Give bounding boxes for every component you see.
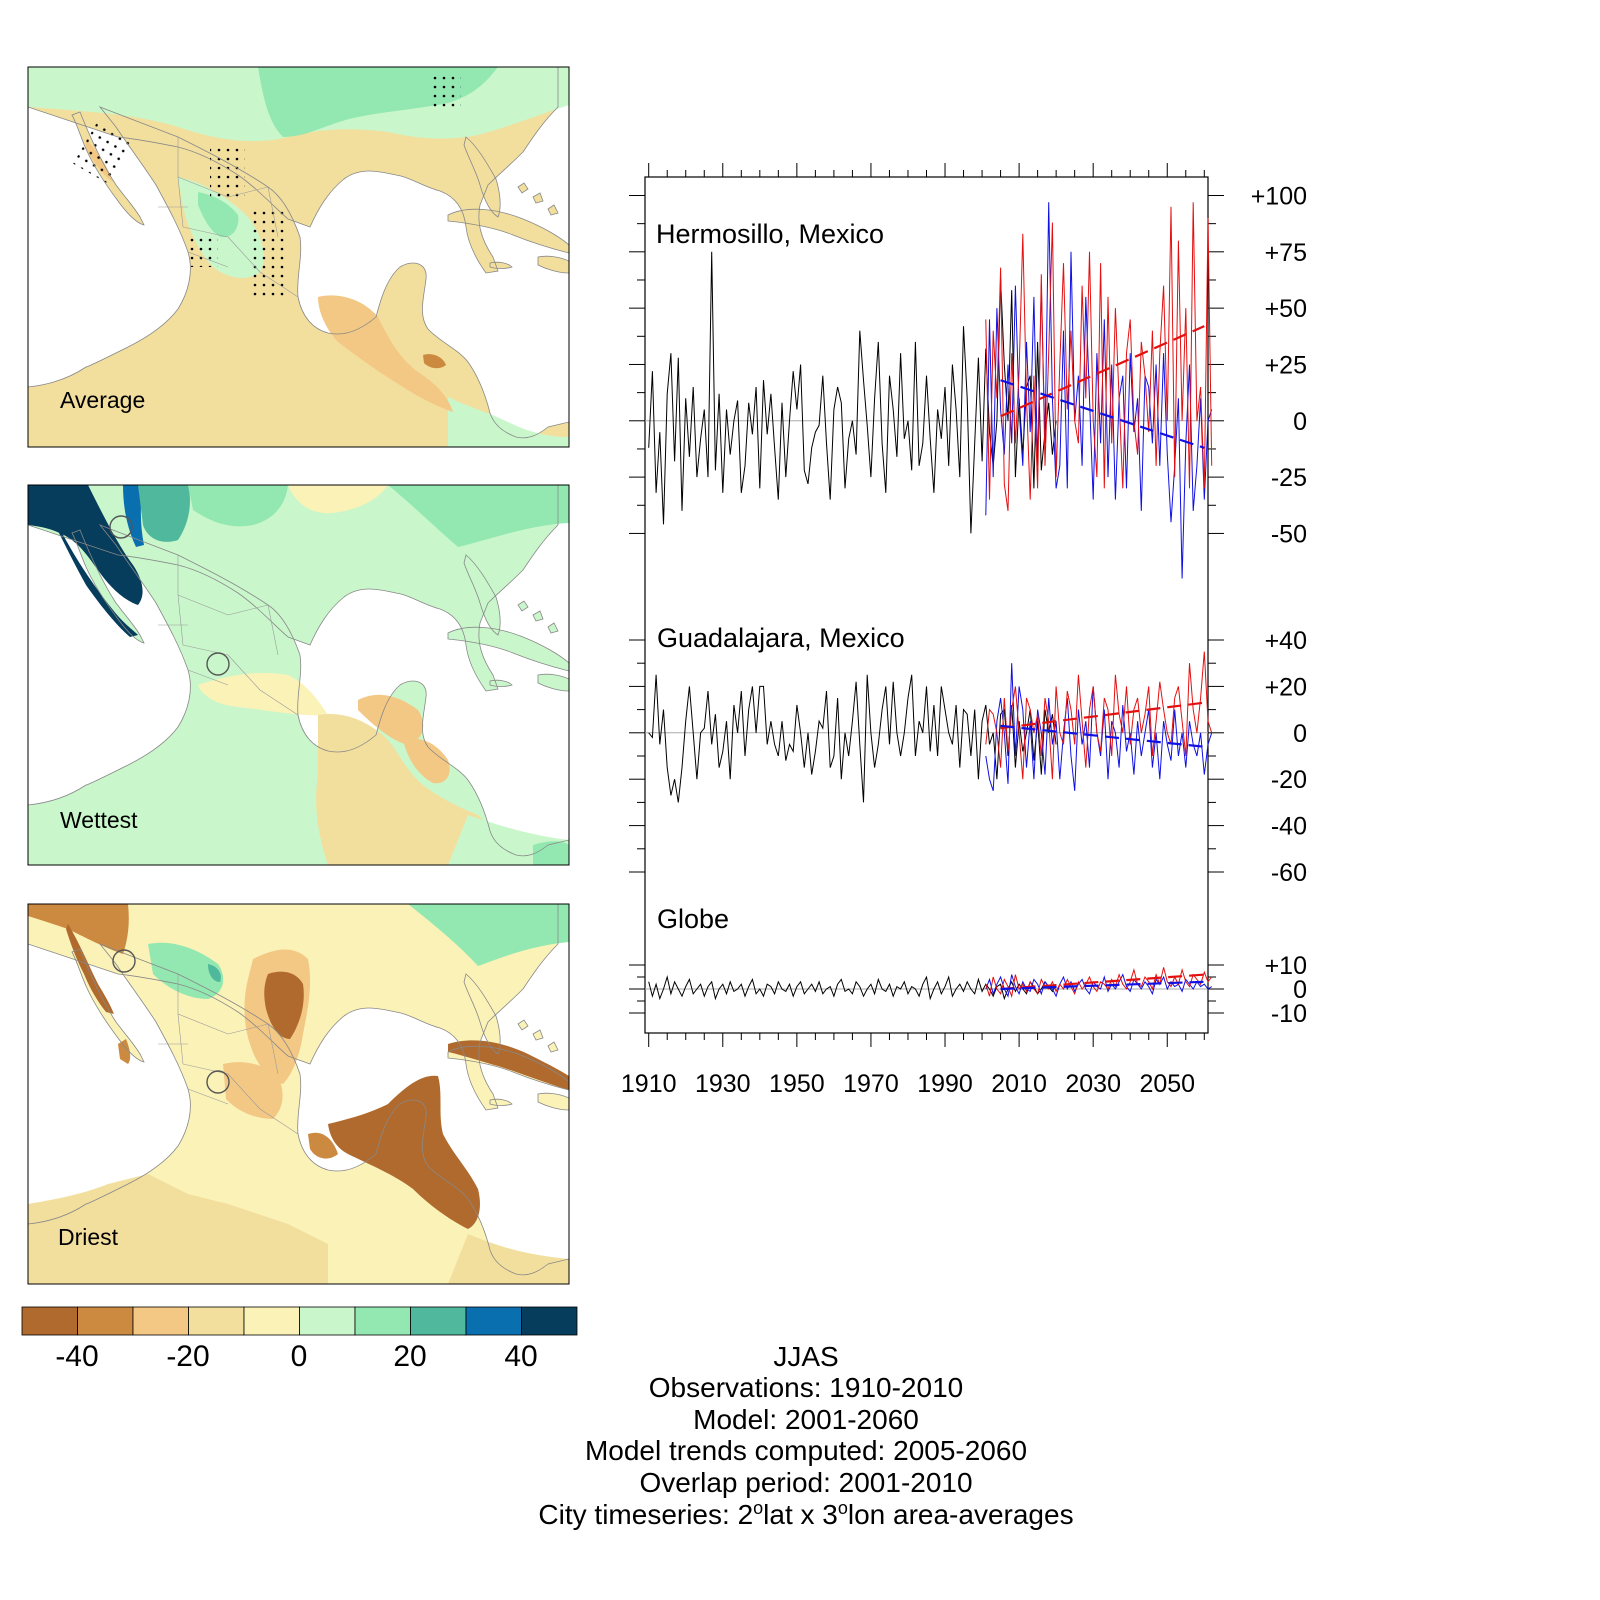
y-tick-label: 0 (1293, 976, 1307, 1004)
colorbar-swatch (354, 1306, 411, 1336)
caption-trends: Model trends computed: 2005-2060 (585, 1435, 1027, 1466)
colorbar-labels: -40 -20 0 20 40 (55, 1340, 537, 1373)
colorbar-tick-label: 0 (291, 1340, 308, 1373)
x-tick-label: 1970 (843, 1070, 899, 1098)
wettest-series-line (985, 651, 1213, 780)
y-tick-label: +75 (1265, 239, 1307, 267)
caption-city-part3: lon area-averages (848, 1499, 1074, 1530)
colorbar-tick-label: -40 (55, 1340, 98, 1373)
y-tick-label: 0 (1293, 408, 1307, 436)
wettest-trend-line (1000, 701, 1205, 730)
colorbar-swatch (21, 1306, 78, 1336)
map-driest-label: Driest (58, 1224, 119, 1250)
x-tick-label: 1930 (695, 1070, 751, 1098)
y-tick-label: -50 (1271, 520, 1307, 548)
colorbar-swatch (299, 1306, 356, 1336)
caption-season: JJAS (773, 1341, 838, 1372)
colorbar-swatch (521, 1306, 578, 1336)
map-wettest (28, 485, 569, 865)
colorbar-swatch (410, 1306, 467, 1336)
colorbar (21, 1306, 578, 1336)
x-tick-label: 1990 (917, 1070, 973, 1098)
panel-1: +40 +20 0 -20 -40 -60 (629, 627, 1307, 887)
colorbar-tick-label: 20 (393, 1340, 426, 1373)
caption-city-part2: lat x 3 (763, 1499, 838, 1530)
y-tick-label: +10 (1265, 952, 1307, 980)
wettest-series-line (985, 967, 1213, 999)
colorbar-swatch (132, 1306, 189, 1336)
x-tick-label: 2030 (1065, 1070, 1121, 1098)
wettest-trend-line (1000, 325, 1205, 418)
caption-observations: Observations: 1910-2010 (649, 1372, 963, 1403)
y-tick-label: +100 (1251, 182, 1307, 210)
colorbar-swatch (465, 1306, 522, 1336)
y-tick-label: 0 (1293, 720, 1307, 748)
caption-city-part1: City timeseries: 2 (538, 1499, 753, 1530)
x-tick-label: 1910 (621, 1070, 677, 1098)
observed-series-line (648, 975, 1057, 1001)
y-tick-label: -20 (1271, 766, 1307, 794)
driest-trend-line (1000, 379, 1205, 449)
y-tick-label: -40 (1271, 813, 1307, 841)
x-axis: 1910 1930 1950 1970 1990 2010 2030 2050 (621, 163, 1205, 1098)
caption-model: Model: 2001-2060 (693, 1404, 919, 1435)
panel-title-guadalajara: Guadalajara, Mexico (657, 623, 905, 653)
y-tick-label: +20 (1265, 673, 1307, 701)
caption-city-timeseries: City timeseries: 2olat x 3olon area-aver… (538, 1498, 1073, 1530)
wettest-series-line (985, 202, 1213, 511)
x-tick-label: 2050 (1139, 1070, 1195, 1098)
panel-0: +100 +75 +50 +25 0 -25 -50 (629, 182, 1307, 579)
caption-overlap: Overlap period: 2001-2010 (639, 1467, 972, 1498)
map-wettest-frame (27, 484, 570, 866)
y-tick-label: -60 (1271, 859, 1307, 887)
y-tick-label: +50 (1265, 295, 1307, 323)
panel-title-hermosillo: Hermosillo, Mexico (656, 219, 884, 249)
y-tick-label: -10 (1271, 1000, 1307, 1028)
timeseries-chart: 1910 1930 1950 1970 1990 2010 2030 2050 +100+75… (621, 163, 1307, 1098)
caption: JJAS Observations: 1910-2010 Model: 2001… (538, 1341, 1073, 1530)
panel-2: +100-10 (629, 952, 1307, 1028)
map-average-label: Average (60, 387, 145, 413)
y-tick-label: +40 (1265, 627, 1307, 655)
colorbar-tick-label: 40 (504, 1340, 537, 1373)
map-average (28, 67, 569, 447)
panel-title-globe: Globe (657, 904, 729, 934)
observed-series-line (648, 674, 1057, 803)
colorbar-tick-label: -20 (166, 1340, 209, 1373)
driest-trend-line (1000, 980, 1205, 991)
x-tick-label: 1950 (769, 1070, 825, 1098)
degree-superscript: o (753, 1498, 763, 1518)
map-wettest-label: Wettest (60, 807, 138, 833)
map-driest (28, 904, 569, 1284)
y-tick-label: +25 (1265, 351, 1307, 379)
wettest-trend-line (1000, 973, 1205, 991)
driest-trend-line (1000, 724, 1205, 748)
chart-frame (644, 176, 1209, 1034)
colorbar-swatch (243, 1306, 300, 1336)
colorbar-swatch (77, 1306, 134, 1336)
degree-superscript: o (838, 1498, 848, 1518)
colorbar-swatch (188, 1306, 245, 1336)
map-average-frame (27, 66, 570, 448)
x-tick-label: 2010 (991, 1070, 1047, 1098)
map-driest-frame (27, 903, 570, 1285)
chart-panels: +100+75+50+250-25-50+40+200-20-40-60+100… (629, 182, 1307, 1028)
y-tick-label: -25 (1271, 464, 1307, 492)
